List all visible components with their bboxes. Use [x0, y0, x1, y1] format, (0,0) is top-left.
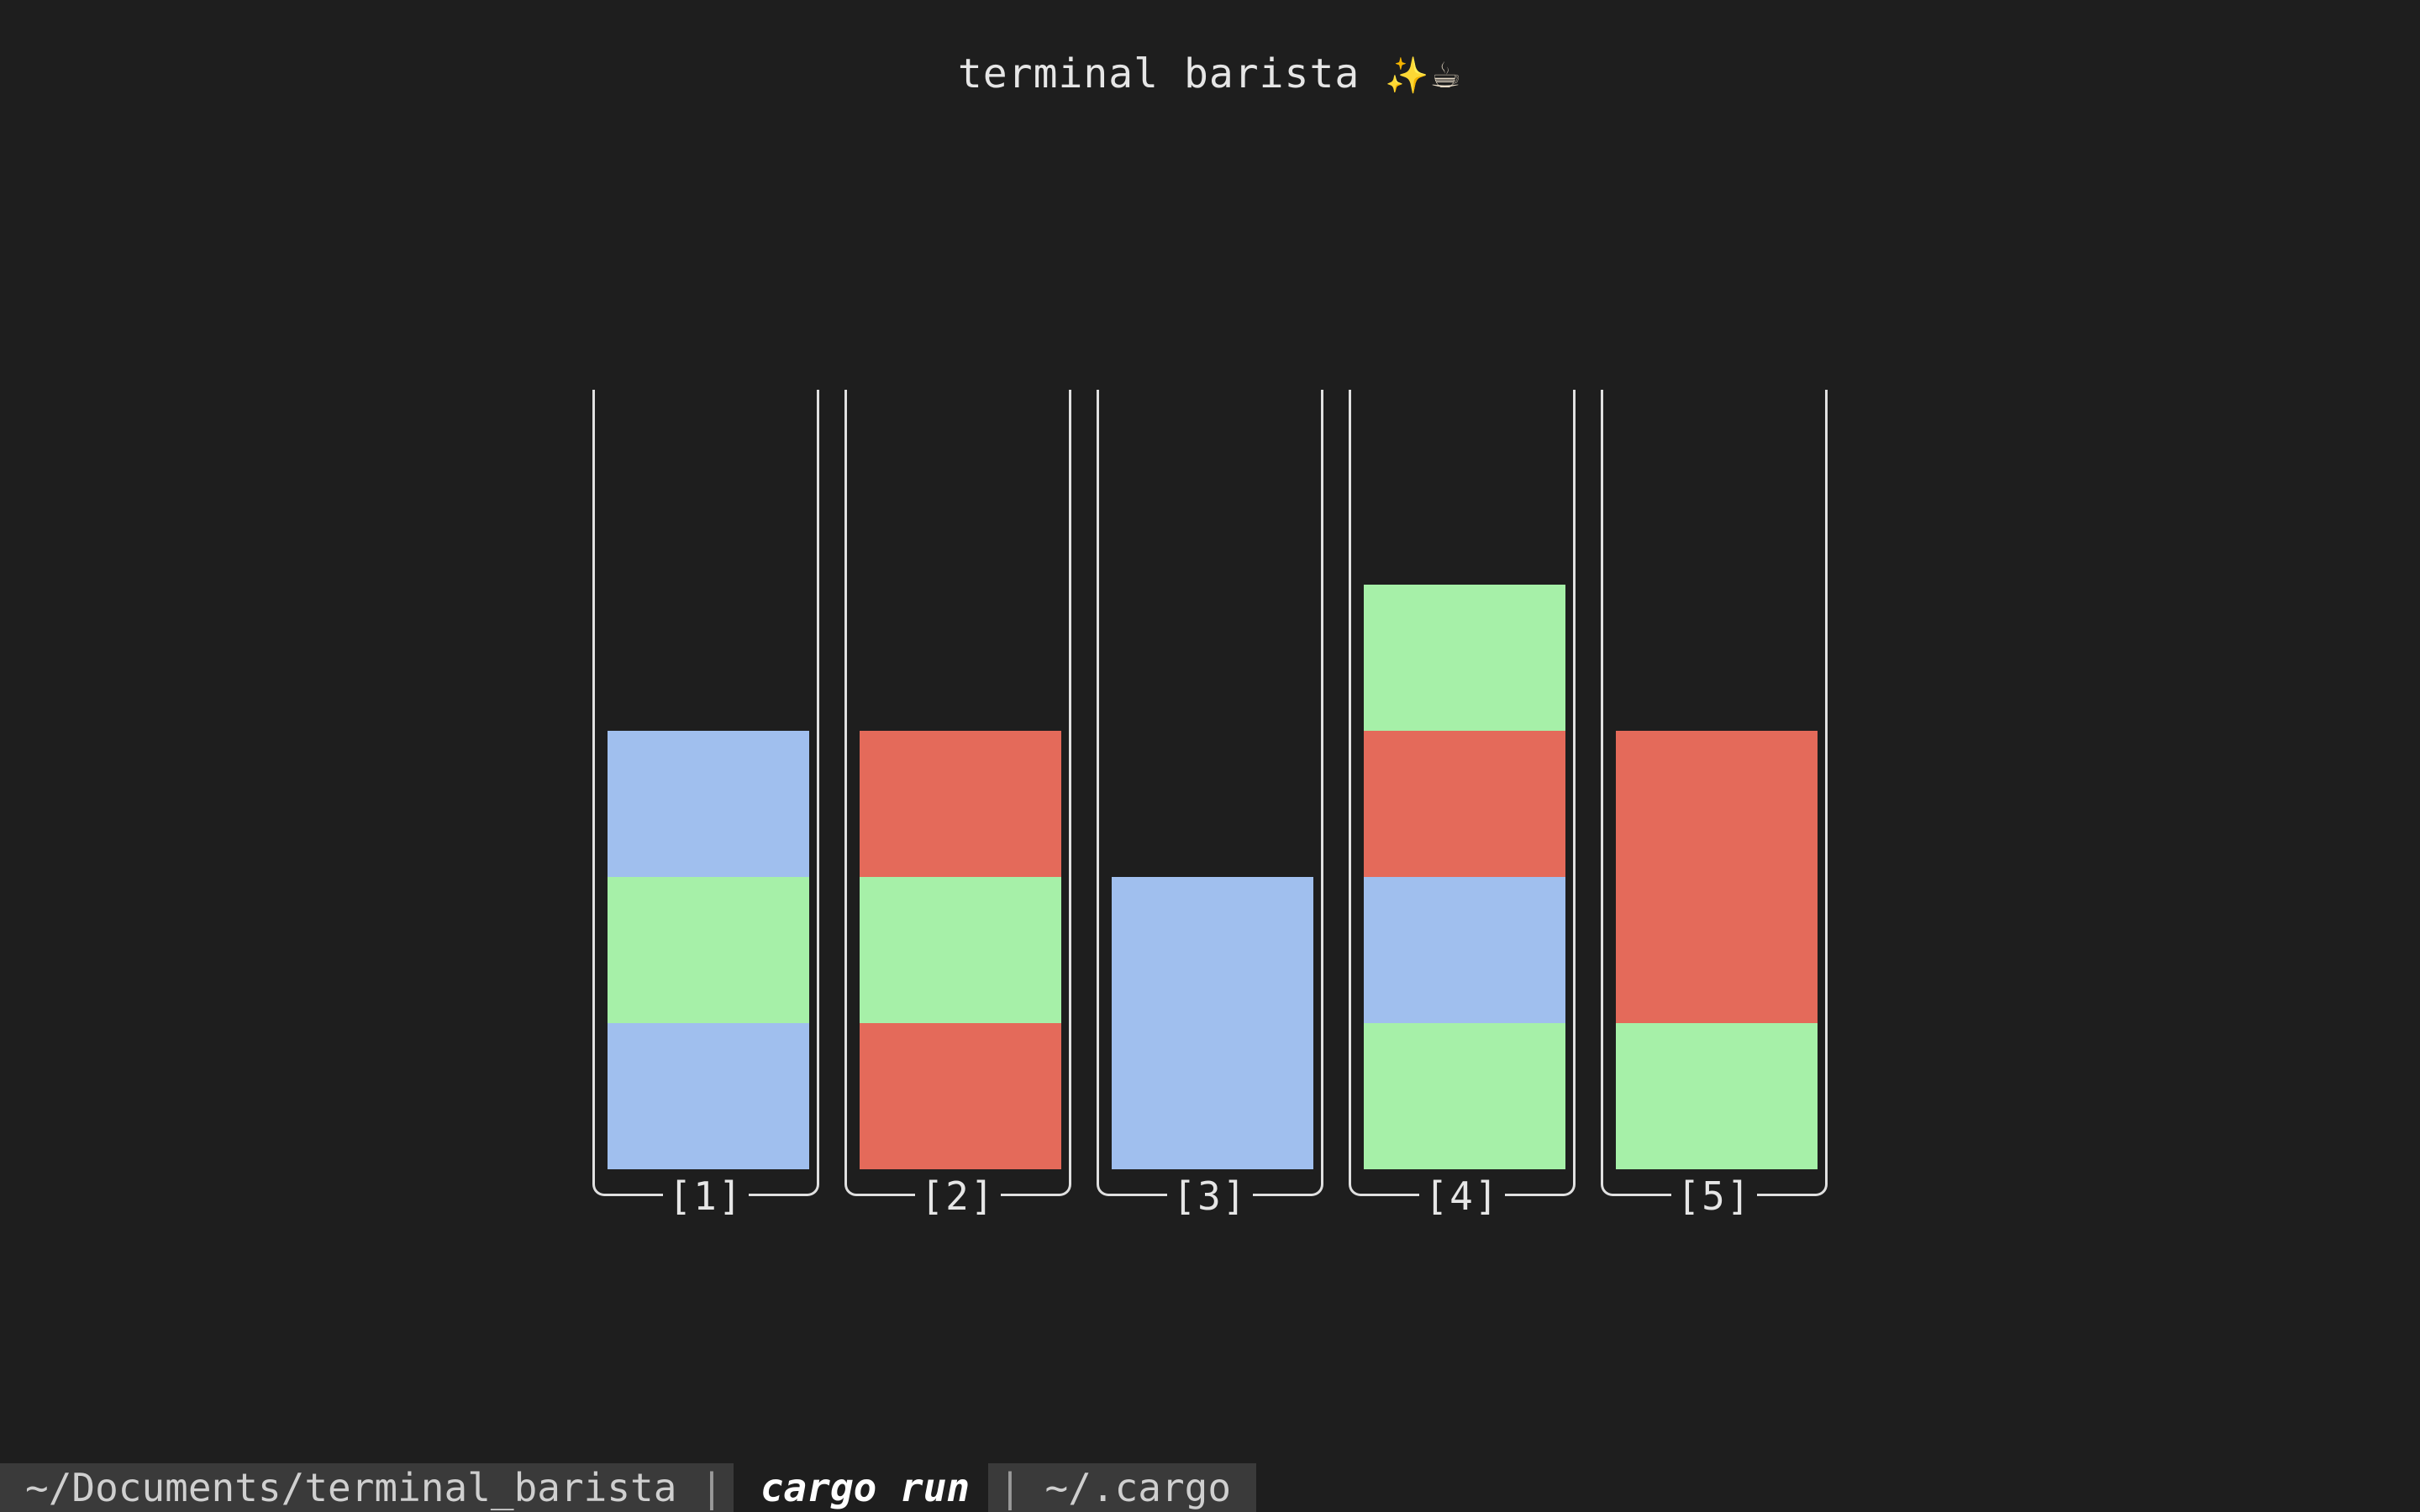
statusbar-cwd: ~/Documents/terminal_barista |	[0, 1463, 734, 1512]
liquid-layer-red	[1616, 731, 1818, 877]
sparkles-icon: ✨	[1385, 55, 1430, 96]
liquid-layer-green	[1364, 585, 1565, 731]
terminal-statusbar: ~/Documents/terminal_barista | cargo run…	[0, 1463, 1257, 1512]
app-title: terminal barista ✨☕	[0, 49, 2420, 101]
tube-label: [1]	[595, 1173, 817, 1219]
liquid-layer-blue	[1112, 877, 1313, 1023]
tube-label: [2]	[847, 1173, 1069, 1219]
tube-3[interactable]: [3]	[1097, 390, 1323, 1219]
liquid-layer-green	[1616, 1023, 1818, 1169]
tube-label: [5]	[1603, 1173, 1825, 1219]
coffee-cup-icon: ☕	[1429, 55, 1463, 96]
statusbar-command[interactable]: cargo run	[733, 1463, 989, 1512]
tube-4[interactable]: [4]	[1349, 390, 1576, 1219]
statusbar-separator: |	[998, 1465, 1022, 1510]
liquid-layer-blue	[608, 731, 809, 877]
cargo-path-text: ~/.cargo	[1044, 1465, 1232, 1510]
liquid-layer-red	[860, 1023, 1061, 1169]
statusbar-right: | ~/.cargo	[988, 1463, 1257, 1512]
tube-2[interactable]: [2]	[844, 390, 1071, 1219]
tube-label: [3]	[1099, 1173, 1321, 1219]
liquid-layer-blue	[1112, 1023, 1313, 1169]
statusbar-separator: |	[700, 1465, 723, 1510]
cwd-text: ~/Documents/terminal_barista	[25, 1465, 677, 1510]
liquid-layer-red	[860, 731, 1061, 877]
tube-1[interactable]: [1]	[592, 390, 819, 1219]
liquid-layer-green	[1364, 1023, 1565, 1169]
liquid-layer-green	[860, 877, 1061, 1023]
liquid-layer-blue	[1364, 877, 1565, 1023]
liquid-layer-red	[1616, 877, 1818, 1023]
app-title-text: terminal barista	[957, 50, 1360, 97]
tube-5[interactable]: [5]	[1601, 390, 1828, 1219]
liquid-layer-green	[608, 877, 809, 1023]
tube-board: [1] [2] [3] [4] [5]	[0, 390, 2420, 1219]
tube-label: [4]	[1351, 1173, 1573, 1219]
liquid-layer-blue	[608, 1023, 809, 1169]
liquid-layer-red	[1364, 731, 1565, 877]
